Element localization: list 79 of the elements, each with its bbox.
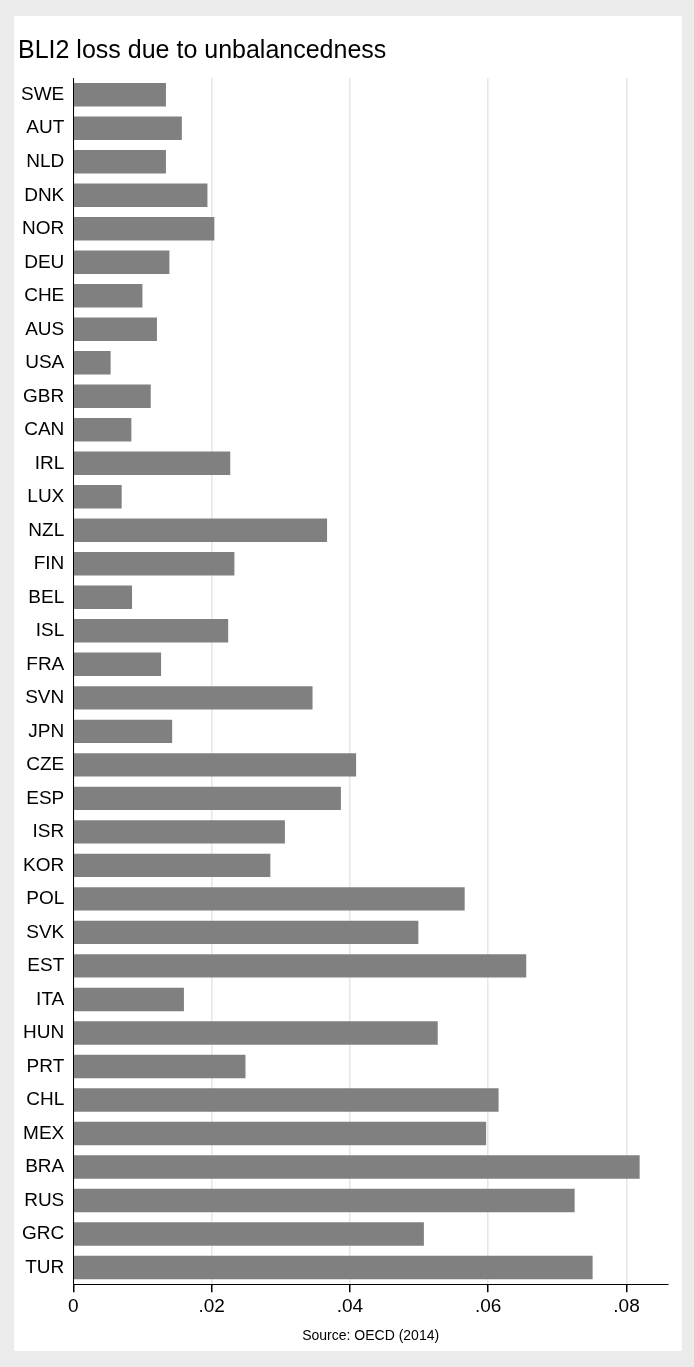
- bar: [74, 686, 313, 710]
- y-tick-label: NLD: [26, 150, 65, 171]
- bar: [74, 719, 173, 744]
- bar: [74, 284, 143, 308]
- bar: [74, 150, 166, 174]
- x-tick-label: .06: [474, 1294, 502, 1316]
- y-tick-label: KOR: [23, 853, 65, 875]
- bar: [74, 552, 235, 576]
- y-tick-label: ESP: [26, 786, 65, 808]
- bar: [74, 887, 465, 911]
- bar: [74, 1155, 640, 1179]
- y-tick-label: FIN: [33, 552, 65, 574]
- y-tick-label: AUT: [26, 116, 65, 138]
- y-tick-label: AUS: [25, 317, 65, 339]
- bar: [74, 1222, 424, 1246]
- y-tick-label: IRL: [34, 451, 65, 473]
- bar: [74, 351, 111, 375]
- y-tick-label: DNK: [24, 183, 65, 205]
- y-tick-label: SVK: [26, 920, 65, 942]
- bar: [74, 384, 151, 409]
- x-tick-label: 0: [67, 1294, 79, 1316]
- y-tick-label: CHL: [26, 1088, 65, 1110]
- y-tick-label: ISR: [32, 820, 65, 842]
- y-tick-label: HUN: [23, 1021, 65, 1043]
- y-tick-label: CHE: [24, 284, 65, 306]
- bar: [74, 183, 208, 207]
- y-tick-label: SWE: [21, 82, 65, 104]
- bar: [74, 217, 215, 241]
- bar: [74, 954, 527, 978]
- bar: [74, 753, 357, 777]
- y-tick-label: NZL: [28, 518, 65, 540]
- y-tick-label: GRC: [22, 1222, 65, 1244]
- y-tick-label: ISL: [35, 619, 65, 641]
- bar: [74, 1121, 487, 1146]
- y-tick-label: GBR: [23, 384, 65, 406]
- x-tick-label: .04: [336, 1294, 364, 1316]
- bar: [74, 1188, 575, 1213]
- bar: [74, 786, 341, 811]
- x-tick-label: .08: [613, 1294, 640, 1316]
- bar: [74, 585, 133, 610]
- y-tick-label: MEX: [23, 1121, 65, 1143]
- bar: [74, 1088, 499, 1112]
- bar: [74, 116, 182, 140]
- y-tick-label: DEU: [24, 250, 65, 272]
- y-tick-label: PRT: [26, 1054, 65, 1076]
- bar: [74, 987, 184, 1012]
- bar: [74, 1255, 593, 1280]
- bar: [74, 853, 271, 878]
- bar: [74, 619, 229, 643]
- bar: [74, 418, 132, 442]
- y-tick-label: POL: [26, 887, 65, 909]
- y-tick-label: USA: [25, 351, 65, 373]
- y-tick-label: TUR: [25, 1255, 65, 1277]
- bar: [74, 1054, 246, 1079]
- bar: [74, 250, 170, 275]
- bar: [74, 485, 122, 509]
- bar: [74, 652, 162, 677]
- bar: [74, 317, 157, 342]
- y-tick-label: RUS: [24, 1188, 65, 1210]
- y-tick-label: BEL: [28, 585, 65, 607]
- source-note: Source: OECD (2014): [302, 1326, 440, 1343]
- y-tick-label: LUX: [27, 485, 65, 507]
- y-tick-label: FRA: [26, 652, 65, 674]
- y-tick-label: EST: [27, 954, 65, 976]
- x-tick-label: .02: [198, 1294, 225, 1316]
- y-tick-label: SVN: [25, 686, 65, 708]
- bar: [74, 920, 419, 945]
- y-tick-label: JPN: [28, 719, 65, 741]
- y-tick-label: BRA: [25, 1155, 65, 1177]
- bar: [74, 451, 231, 476]
- bar: [74, 83, 166, 107]
- y-tick-label: CZE: [26, 753, 65, 775]
- y-tick-label: CAN: [24, 418, 65, 440]
- y-tick-label: ITA: [36, 987, 65, 1009]
- chart-title: BLI2 loss due to unbalancedness: [18, 34, 387, 63]
- bar: [74, 518, 328, 543]
- y-tick-label: NOR: [22, 217, 65, 239]
- bar: [74, 1021, 438, 1045]
- bar: [74, 820, 285, 844]
